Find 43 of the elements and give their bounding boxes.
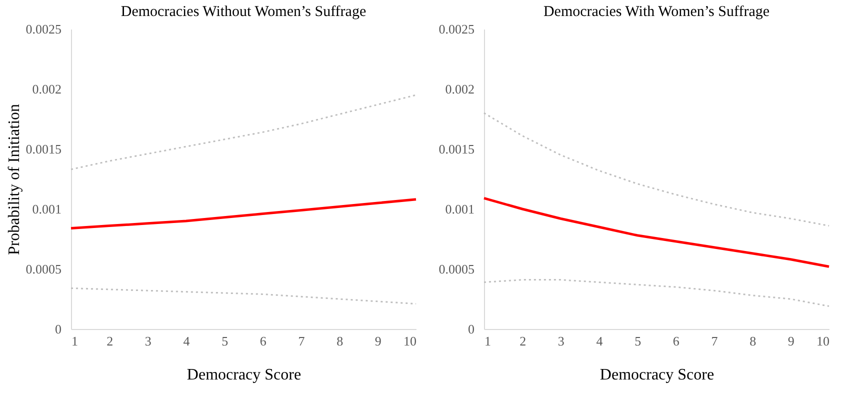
line-series — [482, 196, 830, 268]
x-tick-label: 1 — [72, 334, 78, 348]
x-tick-label: 6 — [672, 334, 680, 348]
chart-title: Democracies With Women’s Suffrage — [543, 4, 770, 20]
x-tick-label: 4 — [596, 334, 604, 348]
x-tick-label: 10 — [816, 334, 830, 348]
x-tick-label: 3 — [144, 334, 152, 348]
x-tick-label: 7 — [298, 334, 306, 348]
line-series — [70, 198, 418, 230]
x-tick-label: 5 — [222, 334, 228, 348]
y-tick-label: 0.001 — [32, 202, 62, 216]
line-series — [70, 287, 417, 305]
y-tick-label: 0.0015 — [26, 142, 62, 156]
y-tick-label: 0.0025 — [26, 22, 62, 36]
y-tick-label: 0.0005 — [26, 262, 62, 276]
y-tick-label: 0 — [468, 322, 474, 336]
x-tick-label: 4 — [183, 334, 190, 348]
y-tick-label: 0.0005 — [438, 262, 474, 276]
y-tick-label: 0 — [55, 322, 62, 336]
x-axis-title: Democracy Score — [186, 366, 302, 384]
x-axis-title: Democracy Score — [600, 366, 714, 384]
x-tick-label: 2 — [520, 334, 526, 348]
x-tick-label: 2 — [106, 334, 114, 348]
y-tick-label: 0.002 — [445, 82, 474, 96]
line-series — [483, 279, 830, 307]
x-tick-label: 10 — [404, 334, 416, 348]
y-tick-label: 0.002 — [32, 82, 62, 96]
y-axis-title: Probability of Initiation — [6, 104, 23, 256]
y-tick-label: 0.0025 — [438, 22, 474, 36]
x-tick-label: 9 — [788, 334, 794, 348]
x-tick-label: 9 — [374, 334, 382, 348]
x-tick-label: 6 — [260, 334, 267, 348]
line-series — [70, 94, 417, 170]
line-series — [483, 112, 830, 227]
y-tick-label: 0.001 — [445, 202, 474, 216]
x-tick-label: 7 — [711, 334, 718, 348]
chart-title: Democracies Without Women’s Suffrage — [120, 4, 366, 20]
x-tick-label: 8 — [336, 334, 344, 348]
x-tick-label: 1 — [484, 334, 491, 348]
x-tick-label: 8 — [750, 334, 756, 348]
x-tick-label: 5 — [634, 334, 642, 348]
x-tick-label: 3 — [558, 334, 564, 348]
y-tick-label: 0.0015 — [438, 142, 474, 156]
